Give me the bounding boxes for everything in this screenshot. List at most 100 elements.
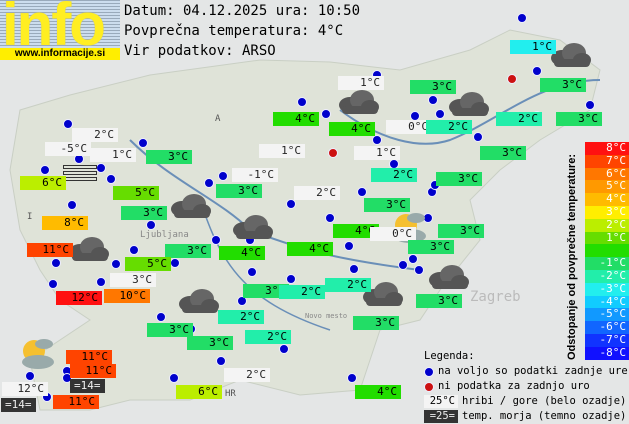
station-dot-missing[interactable] — [328, 148, 338, 158]
station-temperature-label: 2°C — [426, 120, 472, 134]
station-temperature-label: 3°C — [410, 80, 456, 94]
station-dot[interactable] — [111, 259, 121, 269]
station-dot[interactable] — [211, 235, 221, 245]
station-dot[interactable] — [585, 100, 595, 110]
station-dot[interactable] — [138, 138, 148, 148]
station-dot[interactable] — [204, 178, 214, 188]
cloud-icon — [66, 236, 109, 261]
station-dot[interactable] — [96, 277, 106, 287]
station-dot[interactable] — [428, 95, 438, 105]
average-temperature: Povprečna temperatura: 4°C — [124, 23, 344, 39]
scale-step: 7°C — [585, 154, 629, 168]
scale-step: -5°C — [585, 308, 629, 322]
station-dot[interactable] — [279, 344, 289, 354]
station-dot[interactable] — [63, 119, 73, 129]
station-temperature-label: 6°C — [176, 385, 222, 399]
station-dot[interactable] — [325, 213, 335, 223]
legend-missing: ni podatka za zadnjo uro — [438, 380, 590, 392]
station-temperature-label: 1°C — [259, 144, 305, 158]
station-temperature-label: 8°C — [42, 216, 88, 230]
temperature-deviation-scale: 8°C 7°C 6°C 5°C 4°C 3°C 2°C 1°C -1°C -2°C -3°C -4°C… — [585, 141, 629, 360]
station-temperature-label: 2°C — [72, 128, 118, 142]
station-dot[interactable] — [344, 241, 354, 251]
station-temperature-label: -5°C — [45, 142, 91, 156]
station-dot[interactable] — [67, 200, 77, 210]
cloud-icon — [176, 288, 219, 313]
station-dot[interactable] — [40, 165, 50, 175]
station-dot[interactable] — [170, 258, 180, 268]
station-temperature-label: 3°C — [187, 336, 233, 350]
station-temperature-label: 4°C — [219, 246, 265, 260]
scale-title: Odstopanje od povprečne temperature: — [566, 154, 578, 360]
legend-available: na voljo so podatki zadnje ure — [438, 365, 628, 377]
station-temperature-label: 5°C — [125, 257, 171, 271]
sea-temperature-label: =14= — [70, 379, 105, 393]
scale-step: 2°C — [585, 218, 629, 232]
scale-step: -4°C — [585, 295, 629, 309]
station-dot[interactable] — [347, 373, 357, 383]
station-dot[interactable] — [372, 135, 382, 145]
station-temperature-label: 1°C — [354, 146, 400, 160]
station-dot[interactable] — [286, 274, 296, 284]
station-temperature-label: 3°C — [146, 150, 192, 164]
station-dot[interactable] — [349, 264, 359, 274]
station-temperature-label: 3°C — [408, 240, 454, 254]
station-temperature-label: 3°C — [540, 78, 586, 92]
station-dot[interactable] — [414, 265, 424, 275]
map-label-ljubljana: Ljubljana — [140, 230, 189, 240]
station-dot[interactable] — [517, 13, 527, 23]
map-label-zagreb: Zagreb — [470, 289, 521, 305]
station-dot[interactable] — [146, 220, 156, 230]
station-dot[interactable] — [169, 373, 179, 383]
scale-step: 5°C — [585, 180, 629, 194]
station-temperature-label: 5°C — [113, 186, 159, 200]
cloud-icon — [230, 214, 273, 239]
station-temperature-label: 11°C — [66, 350, 112, 364]
station-dot[interactable] — [25, 371, 35, 381]
station-dot[interactable] — [398, 260, 408, 270]
station-temperature-label: 2°C — [294, 186, 340, 200]
scale-step: -1°C — [585, 256, 629, 270]
cloud-icon — [336, 89, 379, 114]
cloud-icon — [446, 91, 489, 116]
station-dot[interactable] — [48, 279, 58, 289]
station-temperature-label: 2°C — [279, 285, 325, 299]
station-dot[interactable] — [156, 312, 166, 322]
fog-icon — [63, 165, 97, 183]
station-temperature-label: 2°C — [496, 112, 542, 126]
cloud-icon — [360, 281, 403, 306]
station-temperature-label: -1°C — [232, 168, 278, 182]
scale-step — [585, 244, 629, 258]
station-dot[interactable] — [408, 254, 418, 264]
station-temperature-label: 3°C — [416, 294, 462, 308]
station-dot[interactable] — [297, 97, 307, 107]
station-dot[interactable] — [321, 109, 331, 119]
station-dot-missing[interactable] — [507, 74, 517, 84]
station-dot[interactable] — [357, 187, 367, 197]
scale-step: 3°C — [585, 205, 629, 219]
station-temperature-label: 2°C — [245, 330, 291, 344]
station-dot[interactable] — [216, 356, 226, 366]
scale-step: -8°C — [585, 346, 629, 360]
station-dot[interactable] — [473, 132, 483, 142]
scale-step: 8°C — [585, 141, 629, 155]
station-dot[interactable] — [51, 258, 61, 268]
station-temperature-label: 3°C — [364, 198, 410, 212]
station-dot[interactable] — [218, 171, 228, 181]
station-temperature-label: 3°C — [121, 206, 167, 220]
logo-url[interactable]: www.informacije.si — [0, 48, 120, 60]
station-dot[interactable] — [96, 163, 106, 173]
map-label-italy: I — [27, 212, 32, 222]
station-temperature-label: 11°C — [27, 243, 73, 257]
station-dot[interactable] — [286, 199, 296, 209]
station-dot[interactable] — [106, 174, 116, 184]
station-dot[interactable] — [62, 373, 72, 383]
station-dot[interactable] — [532, 66, 542, 76]
station-dot[interactable] — [247, 267, 257, 277]
station-dot[interactable] — [435, 109, 445, 119]
station-dot[interactable] — [129, 245, 139, 255]
station-temperature-label: 4°C — [287, 242, 333, 256]
logo[interactable]: info www.informacije.si — [0, 0, 120, 60]
station-dot[interactable] — [237, 296, 247, 306]
station-temperature-label: 3°C — [147, 323, 193, 337]
